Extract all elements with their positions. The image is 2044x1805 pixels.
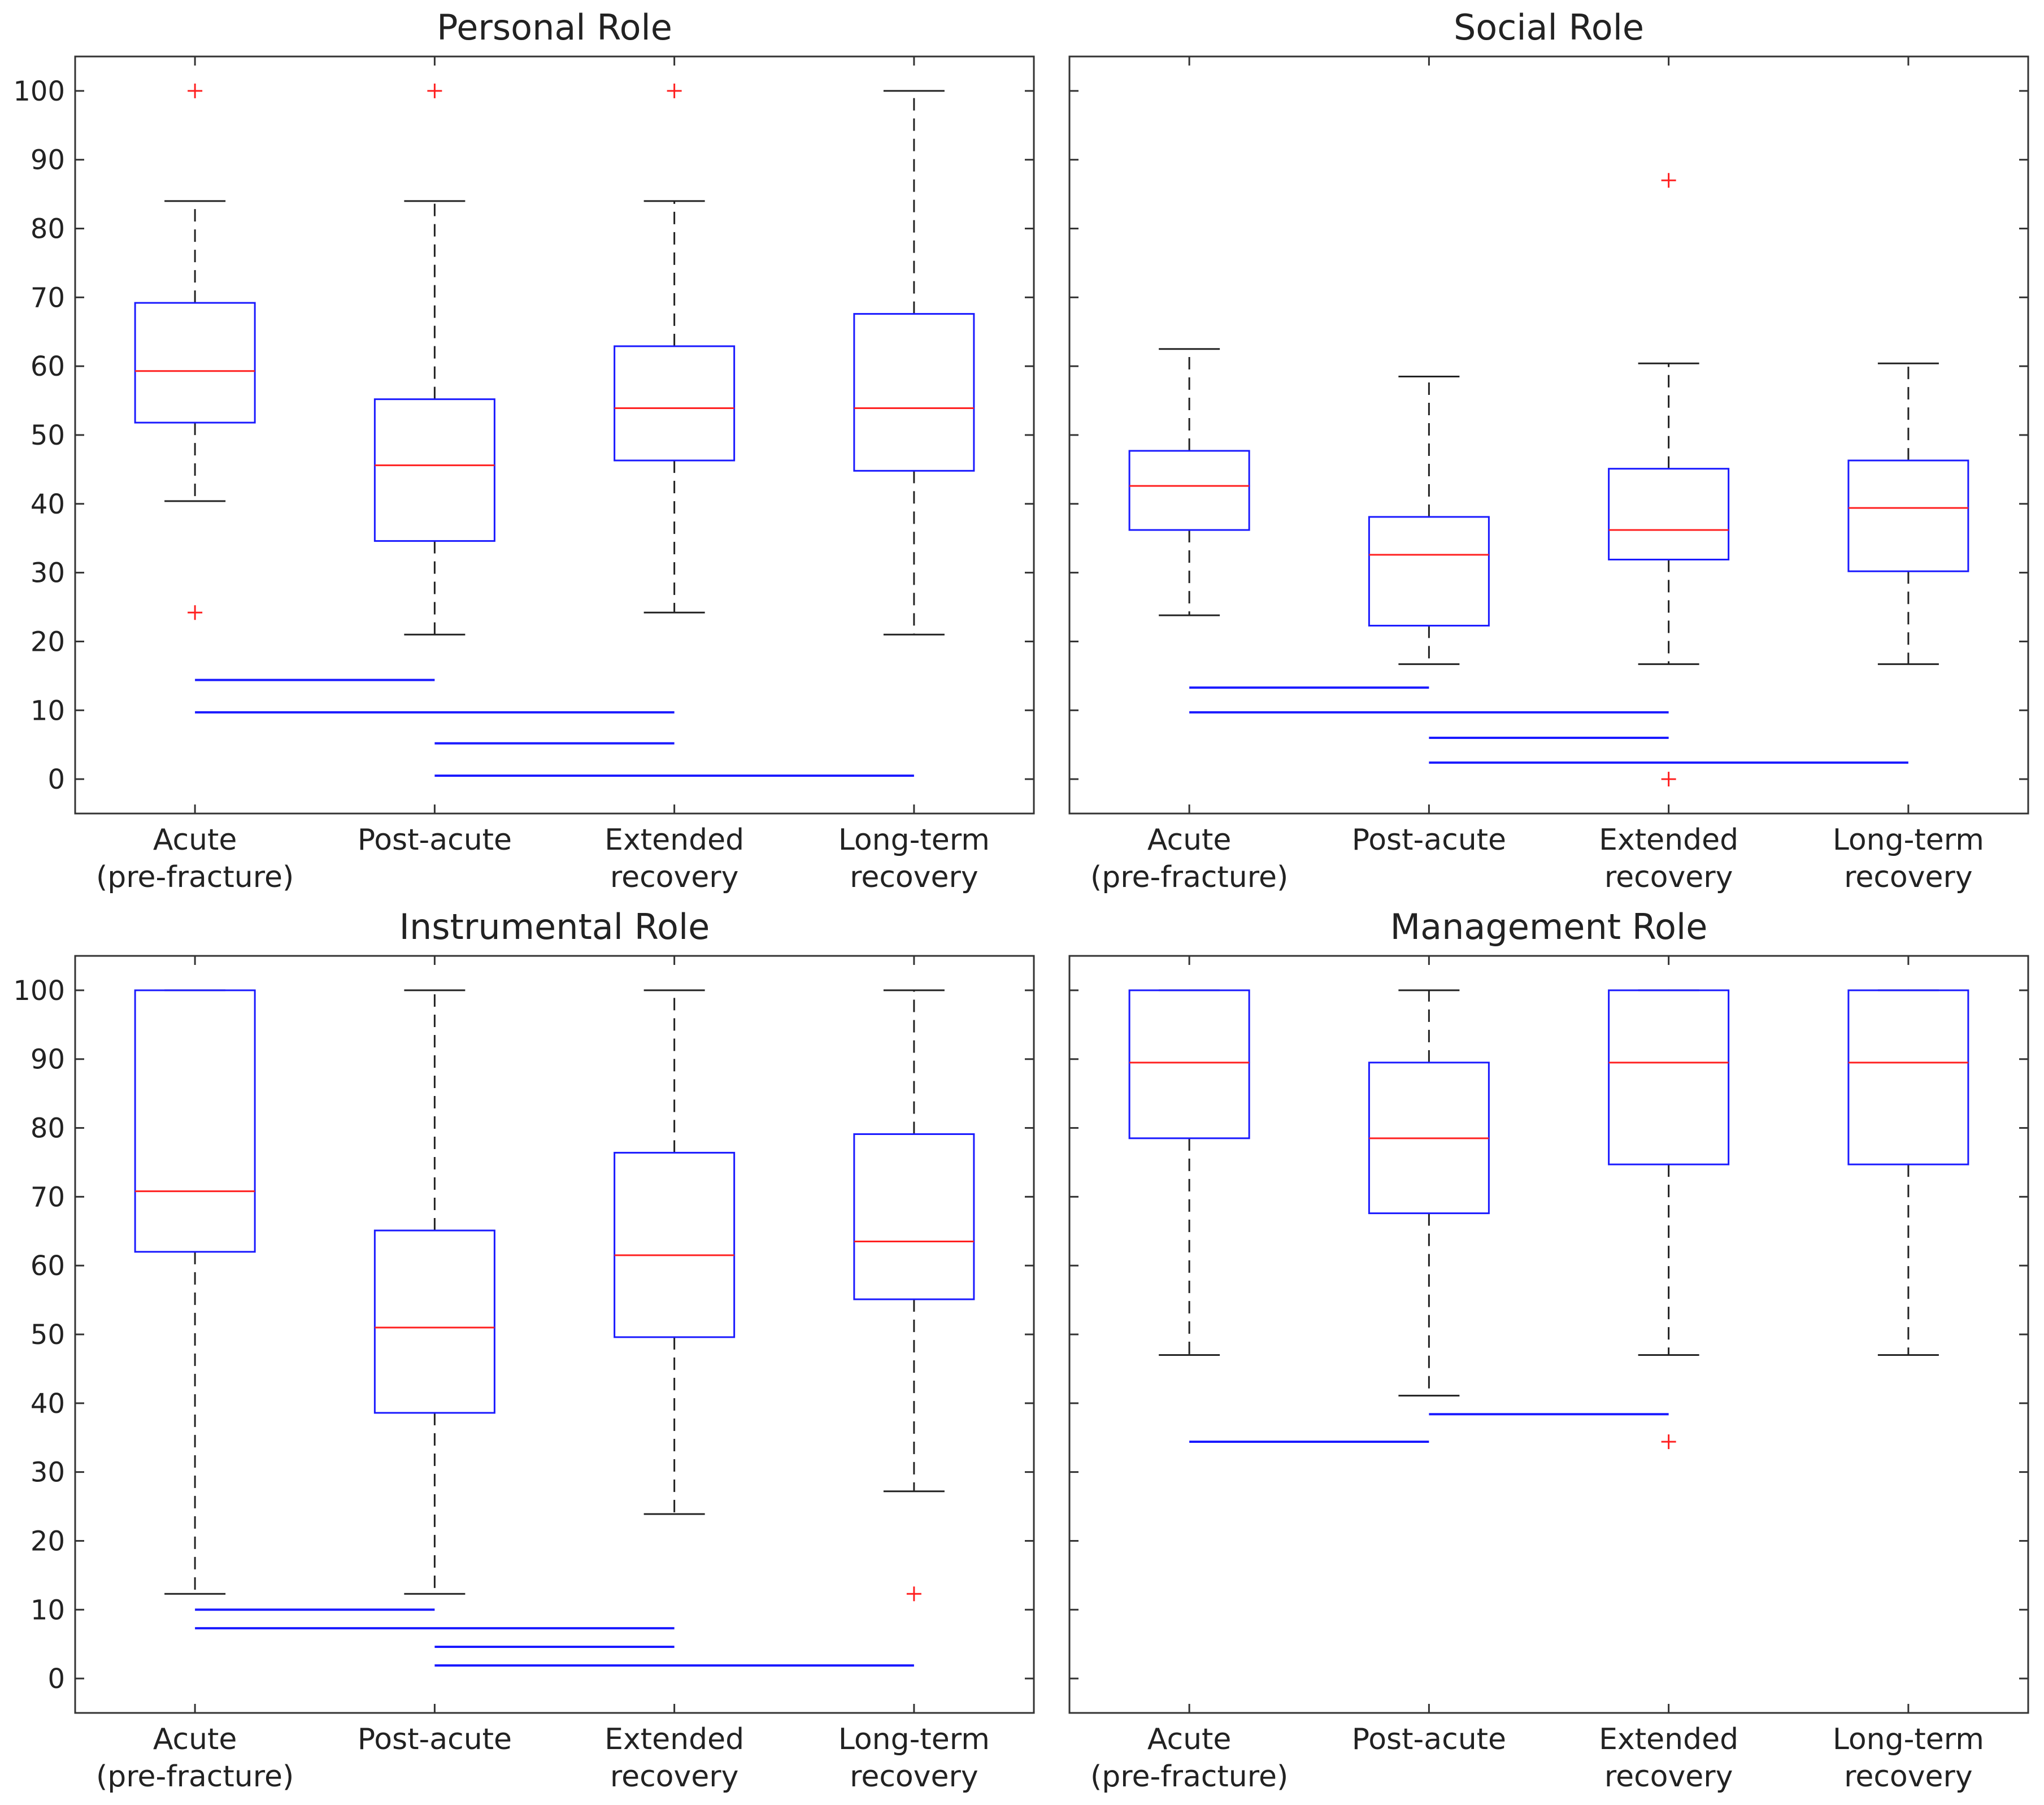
chart-title: Management Role [1390,906,1708,947]
box-iqr [853,313,975,472]
y-tick-label: 90 [31,145,65,176]
panel-social-role: Social Role Acute(pre-fracture) Post-acute… [1068,7,2029,894]
y-tick-label: 30 [31,1457,65,1489]
x-category-label: (pre-fracture) [1090,1760,1288,1794]
y-tick-label: 90 [31,1044,65,1076]
y-tick-label: 80 [31,214,65,245]
x-category-label: recovery [1604,860,1733,894]
y-tick-label: 20 [31,626,65,658]
x-category-label: Long-term [1833,1723,1984,1756]
outlier-marker [1661,772,1676,787]
x-category-label: Acute [1147,823,1232,857]
x-category-label: Extended [1599,823,1738,857]
y-tick-label: 60 [31,351,65,382]
y-tick-label: 10 [31,1594,65,1626]
chart-title: Social Role [1454,7,1644,48]
x-category-label: (pre-fracture) [1090,860,1288,894]
y-tick-label: 10 [31,695,65,727]
plot-frame [1068,955,2029,1714]
x-category-label: Extended [604,1723,744,1756]
y-tick-label: 0 [47,764,65,795]
x-category-label: (pre-fracture) [96,1760,294,1794]
box-iqr [373,398,495,542]
x-category-label: Acute [1147,1723,1232,1756]
box-iqr [1608,989,1730,1165]
x-category-label: Extended [604,823,744,857]
x-category-label: recovery [610,1760,739,1794]
x-category-label: Acute [153,1723,237,1756]
box-iqr [1847,989,1969,1165]
panel-personal-role: Personal Role 0 10 20 30 40 50 60 70 80 90 100 Acute… [13,7,1035,894]
box-iqr [373,1229,495,1414]
x-category-label: Extended [1599,1723,1738,1756]
y-tick-label: 60 [31,1250,65,1282]
outlier-marker [188,605,203,620]
panel-instrumental-role: Instrumental Role 0 10 20 30 40 50 60 70 80 90 100 A… [13,906,1035,1794]
x-category-label: recovery [850,1760,978,1794]
outlier-marker [667,83,682,98]
box-iqr [1128,450,1250,531]
plot-frame [74,955,1035,1714]
x-category-label: Long-term [838,1723,990,1756]
x-category-label: recovery [1604,1760,1733,1794]
chart-title: Personal Role [437,7,672,48]
outlier-marker [188,83,203,98]
box-iqr [1847,459,1969,572]
box-iqr [1368,516,1490,627]
x-category-label: recovery [1844,860,1973,894]
box-iqr [134,302,256,424]
box-iqr [614,345,736,462]
y-tick-label: 0 [47,1663,65,1695]
y-tick-label: 50 [31,1319,65,1351]
y-tick-label: 20 [31,1525,65,1557]
x-category-label: recovery [610,860,739,894]
y-tick-label: 100 [13,975,65,1007]
x-category-label: Post-acute [1352,823,1506,857]
outlier-marker [427,83,442,98]
x-category-label: Acute [153,823,237,857]
box-iqr [1128,989,1250,1139]
x-category-label: recovery [1844,1760,1973,1794]
x-category-label: Long-term [838,823,990,857]
chart-title: Instrumental Role [399,906,710,947]
x-category-label: Post-acute [1352,1723,1506,1756]
box-iqr [614,1151,736,1338]
x-category-label: Post-acute [358,1723,512,1756]
box-iqr [853,1133,975,1301]
box-iqr [134,989,256,1253]
y-tick-label: 70 [31,282,65,314]
y-tick-label: 30 [31,558,65,589]
plot-frame [74,55,1035,815]
x-category-label: recovery [850,860,978,894]
y-tick-label: 40 [31,489,65,520]
y-tick-label: 100 [13,76,65,107]
plot-frame [1068,55,2029,815]
y-tick-label: 50 [31,420,65,451]
y-tick-label: 80 [31,1113,65,1145]
y-tick-label: 40 [31,1388,65,1420]
x-category-label: Long-term [1833,823,1984,857]
outlier-marker [906,1586,921,1602]
x-category-label: (pre-fracture) [96,860,294,894]
panel-management-role: Management Role Acute (pre-fracture) Post-a… [1068,906,2029,1794]
y-tick-label: 70 [31,1181,65,1213]
x-category-label: Post-acute [358,823,512,857]
box-iqr [1608,468,1730,560]
outlier-marker [1661,173,1676,188]
outlier-marker [1661,1434,1676,1450]
